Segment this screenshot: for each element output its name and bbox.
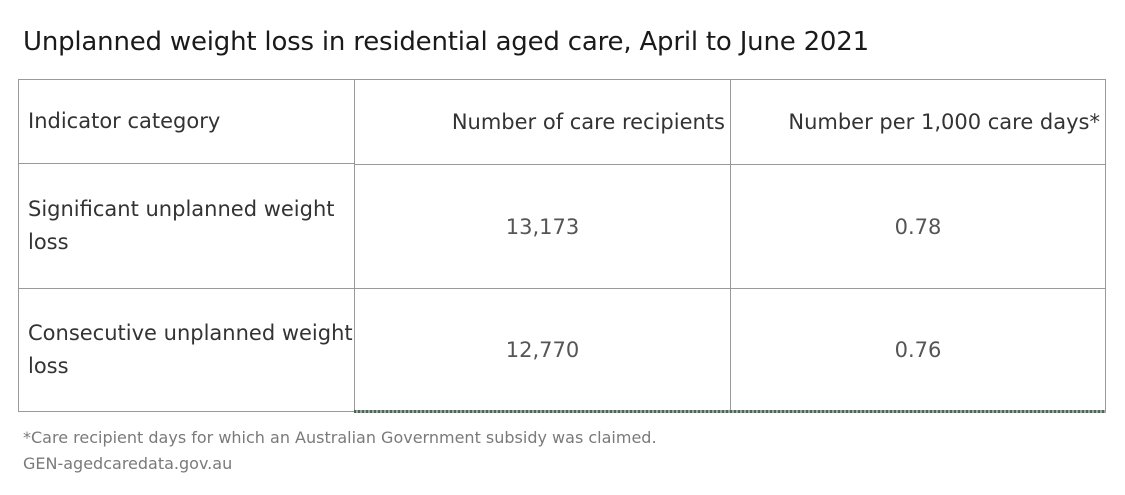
- page-title: Unplanned weight loss in residential age…: [23, 27, 869, 57]
- table-bottom-border: [354, 410, 1106, 413]
- row-consecutive-per-1000: 0.76: [730, 288, 1106, 411]
- row-significant-category: Significant unplanned weight loss: [18, 163, 355, 289]
- footnote: *Care recipient days for which an Austra…: [23, 428, 657, 447]
- source-text: GEN-agedcaredata.gov.au: [23, 454, 233, 473]
- header-number-per-1000-care-days: Number per 1,000 care days*: [730, 79, 1106, 165]
- row-significant-per-1000: 0.78: [730, 164, 1106, 289]
- row-consecutive-category: Consecutive unplanned weight loss: [18, 288, 355, 412]
- row-consecutive-recipients: 12,770: [354, 288, 731, 411]
- header-indicator-category: Indicator category: [18, 79, 355, 164]
- header-number-of-care-recipients: Number of care recipients: [354, 79, 731, 165]
- row-significant-recipients: 13,173: [354, 164, 731, 289]
- data-table: Indicator category Number of care recipi…: [18, 79, 1106, 413]
